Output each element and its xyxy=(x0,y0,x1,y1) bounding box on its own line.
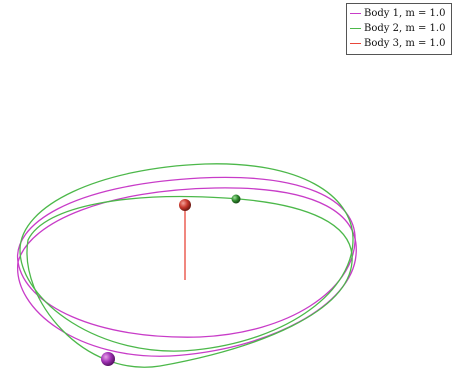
legend-item-body-3: Body 3, m = 1.0 xyxy=(350,36,448,51)
legend-swatch-body-3 xyxy=(350,43,361,44)
orbit-body-1-loop-a xyxy=(16,176,356,338)
legend-item-body-1: Body 1, m = 1.0 xyxy=(350,6,448,21)
orbit-body-2-loop-a xyxy=(19,163,354,352)
orbit-body-1-loop-b xyxy=(17,187,357,357)
legend-swatch-body-2 xyxy=(350,28,361,29)
body-3-sphere xyxy=(179,199,191,211)
body-2-sphere xyxy=(231,194,241,204)
legend-label-body-1: Body 1, m = 1.0 xyxy=(364,8,446,19)
legend: Body 1, m = 1.0 Body 2, m = 1.0 Body 3, … xyxy=(346,3,452,55)
legend-swatch-body-1 xyxy=(350,13,361,14)
legend-label-body-2: Body 2, m = 1.0 xyxy=(364,23,446,34)
orbit-body-2-loop-b xyxy=(26,195,353,368)
legend-label-body-3: Body 3, m = 1.0 xyxy=(364,38,446,49)
body-1-sphere xyxy=(101,352,115,366)
legend-item-body-2: Body 2, m = 1.0 xyxy=(350,21,448,36)
